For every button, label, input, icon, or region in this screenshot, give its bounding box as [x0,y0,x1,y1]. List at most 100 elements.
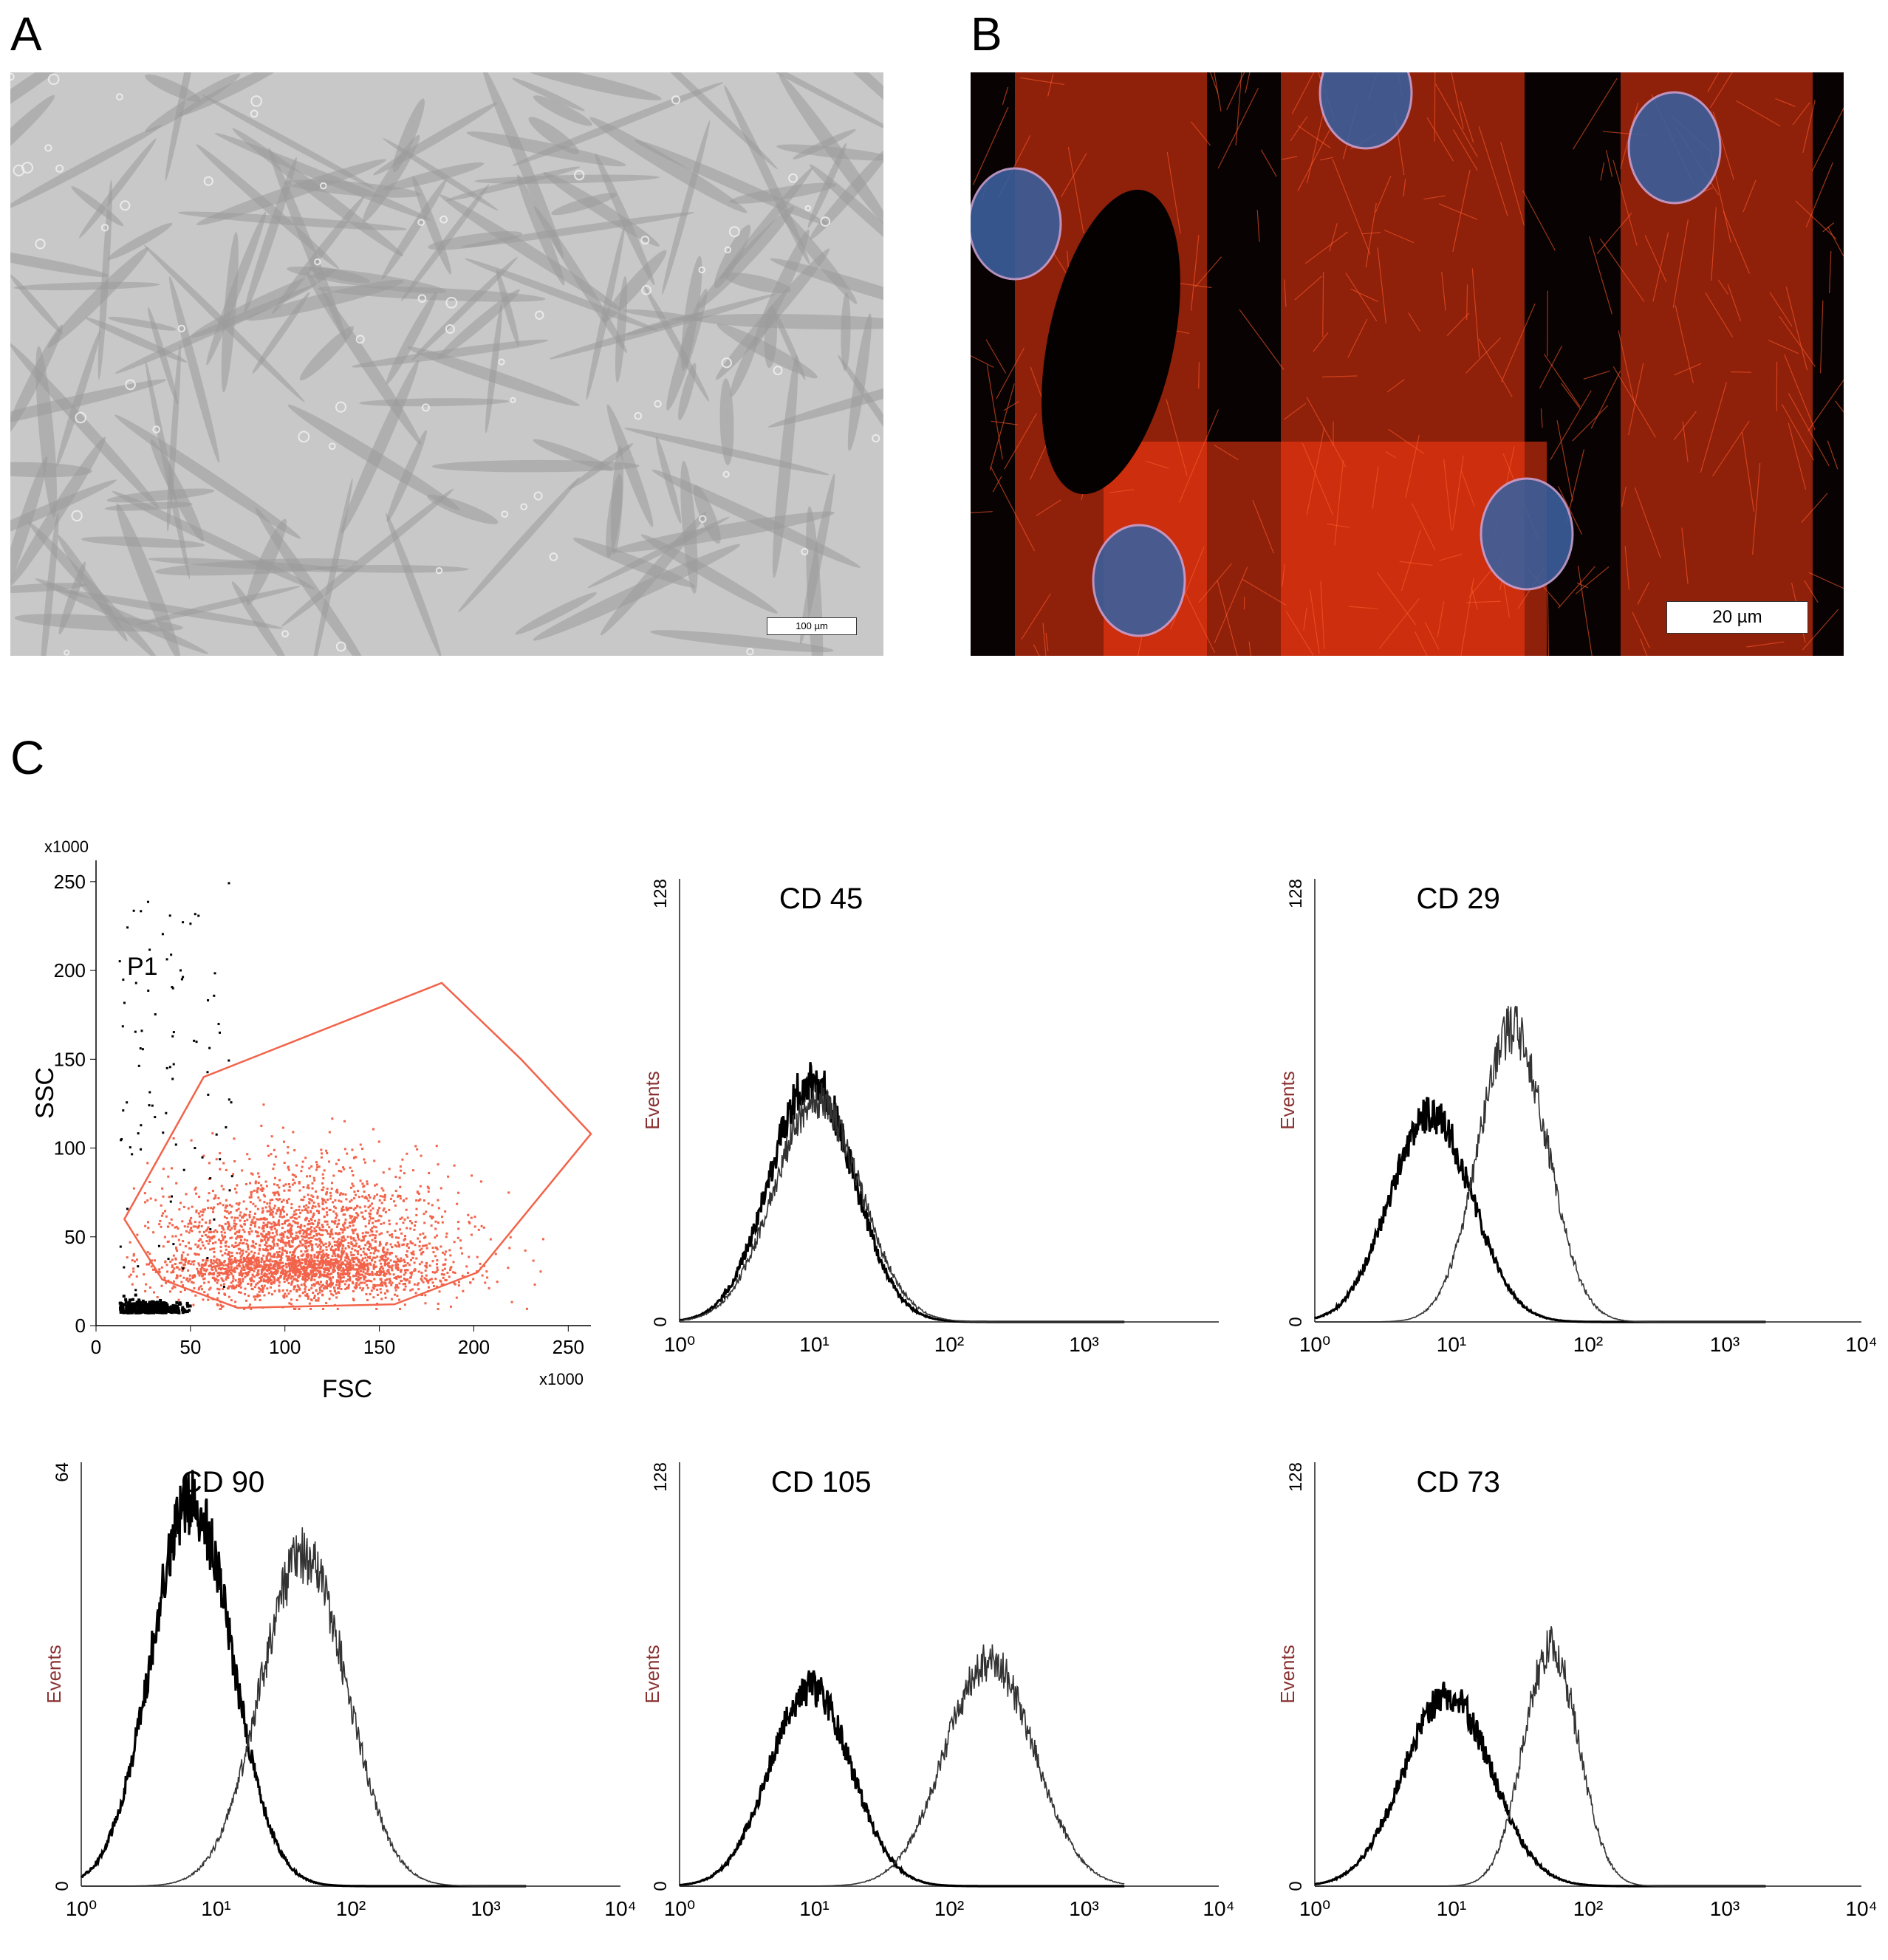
scatter-event [212,1259,215,1262]
scatter-event [377,1140,380,1143]
scatter-event [442,1251,445,1254]
scatter-event [280,1232,283,1235]
scatter-event [324,1201,327,1204]
scatter-event [271,1198,274,1201]
scatter-event [332,1221,335,1224]
scatter-event [457,1227,460,1230]
fiber [1217,87,1259,169]
scatter-event [338,1281,341,1284]
scatter-event [154,1259,157,1262]
scatter-event [273,1253,276,1255]
scatter-event [374,1261,377,1264]
scatter-event [358,1260,361,1263]
scatter-event [361,1182,364,1185]
scatter-event [452,1271,455,1274]
scatter-event [325,1246,328,1249]
spindle-cell [10,462,92,478]
scatter-event [274,1191,277,1194]
scatter-event [431,1217,434,1220]
scatter-event [341,1205,344,1208]
scatter-event [290,1267,293,1269]
scatter-event [206,1259,209,1262]
scatter-event [404,1269,407,1272]
fiber [1020,77,1064,86]
fiber [1471,268,1480,358]
scatter-event [272,1267,275,1269]
scatter-event [367,1240,370,1243]
scatter-event [295,1234,298,1237]
scatter-event [366,1231,369,1234]
scatter-event [372,1264,375,1267]
scatter-event [219,1264,222,1267]
spindle-cell [308,266,370,284]
scatter-event [320,1257,323,1260]
scatter-event [337,1255,340,1258]
scatter-event [239,1235,242,1238]
scatter-event [394,1244,397,1247]
scatter-event [251,1173,254,1176]
scatter-event [280,1200,283,1203]
debris-event [171,1306,175,1309]
scatter-event [330,1292,333,1295]
spindle-cell [10,324,64,436]
scatter-event [355,1285,358,1288]
scatter-event [261,1210,264,1213]
scatter-event [187,1261,190,1264]
round-cell [439,215,448,224]
scatter-event [253,1216,256,1219]
scatter-event [292,1220,295,1223]
scatter-event [172,1285,175,1288]
scatter-event [263,1201,266,1204]
scatter-event [234,1301,237,1303]
scatter-event [372,1221,374,1224]
scatter-event [325,1207,328,1210]
scatter-event [234,1279,237,1282]
scatter-event [284,1241,287,1244]
fiber [1245,72,1251,94]
scatter-event [380,1291,383,1294]
scatter-event [329,1285,332,1288]
scatter-event [340,1269,343,1272]
scatter-event [483,1264,486,1267]
scatter-event [383,1264,386,1267]
scatter-event [321,1264,324,1267]
scatter-event [293,1278,295,1281]
scatter-event [318,1291,321,1294]
scatter-event [293,1256,296,1259]
scatter-event [259,1247,261,1250]
scatter-event [310,1199,313,1202]
scatter-event [400,1269,403,1272]
scatter-event [256,1235,259,1238]
scatter-event [374,1246,377,1249]
scatter-event [359,1281,362,1284]
scatter-event [339,1242,342,1245]
scatter-event [333,1289,336,1292]
scatter-event [285,1266,288,1269]
scatter-event [462,1289,465,1292]
scatter-event [448,1275,451,1278]
scatter-event [318,1212,321,1215]
outlier-event [171,1077,174,1080]
scatter-event [281,1227,284,1230]
scatter-event [230,1236,233,1239]
scatter-event [174,1226,177,1229]
scatter-event [276,1271,278,1274]
fiber [1349,606,1378,609]
scatter-event [243,1220,246,1223]
scatter-event [327,1256,330,1259]
scatter-event [287,1224,290,1227]
scatter-event [251,1240,254,1243]
scatter-event [209,1264,212,1267]
scatter-event [417,1199,420,1202]
scatter-event [343,1148,346,1151]
scatter-event [206,1293,209,1296]
fiber [1403,179,1406,197]
fiber [1795,200,1837,239]
debris-event [118,1301,122,1305]
scatter-event [370,1280,373,1283]
scatter-event [292,1268,295,1271]
scatter-event [277,1262,280,1265]
scatter-event [332,1265,335,1268]
scatter-event [304,1280,307,1283]
scatter-event [347,1245,350,1248]
